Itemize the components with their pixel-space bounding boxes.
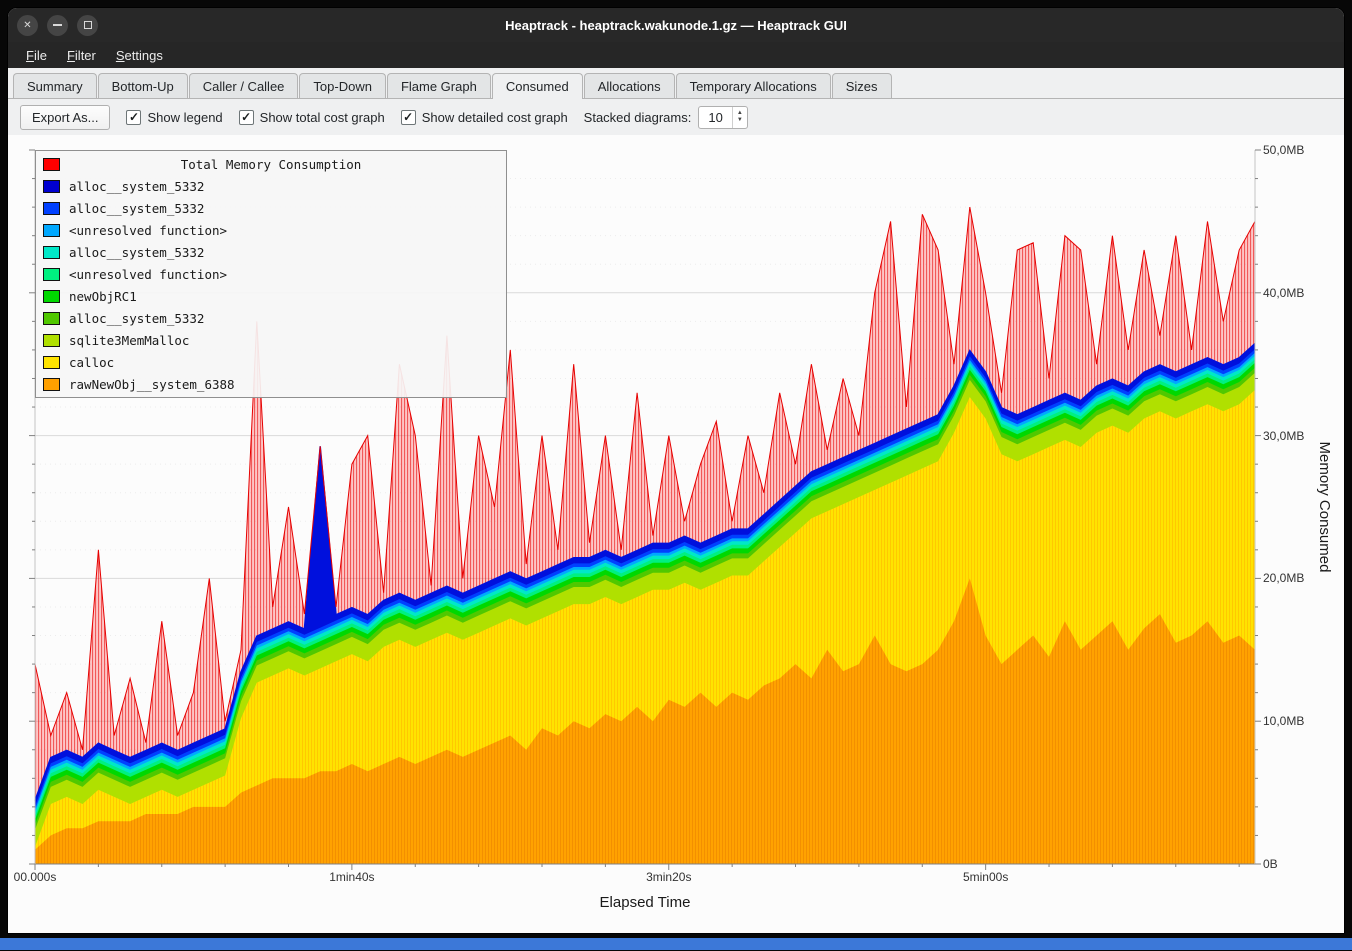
checkbox-checked-icon: ✓ <box>239 110 254 125</box>
minimize-icon <box>53 24 62 26</box>
y-tick-label: 20,0MB <box>1263 571 1304 585</box>
spin-up-icon[interactable]: ▲ <box>733 110 747 117</box>
legend-swatch <box>43 224 60 237</box>
legend-item: newObjRC1 <box>36 285 506 307</box>
checkbox-checked-icon: ✓ <box>126 110 141 125</box>
show-detailed-cost-checkbox[interactable]: ✓ Show detailed cost graph <box>401 110 568 125</box>
legend-item: alloc__system_5332 <box>36 241 506 263</box>
spin-down-icon[interactable]: ▼ <box>733 117 747 124</box>
menu-filter[interactable]: Filter <box>57 45 106 66</box>
y-tick-label: 50,0MB <box>1263 143 1304 157</box>
checkbox-label: Show legend <box>147 110 222 125</box>
x-tick-label: 1min40s <box>329 870 374 884</box>
titlebar: ✕ Heaptrack - heaptrack.wakunode.1.gz — … <box>8 8 1344 42</box>
menu-settings[interactable]: Settings <box>106 45 173 66</box>
legend-swatch <box>43 246 60 259</box>
x-tick-label: 3min20s <box>646 870 691 884</box>
tab-caller-callee[interactable]: Caller / Callee <box>189 73 299 98</box>
close-icon: ✕ <box>23 20 31 31</box>
tab-summary[interactable]: Summary <box>13 73 97 98</box>
export-as-button[interactable]: Export As... <box>20 105 110 130</box>
y-tick-label: 0B <box>1263 857 1278 871</box>
y-axis-title: Memory Consumed <box>1316 442 1333 573</box>
tab-sizes[interactable]: Sizes <box>832 73 892 98</box>
legend-swatch <box>43 180 60 193</box>
legend-swatch <box>43 312 60 325</box>
x-axis-title: Elapsed Time <box>600 894 691 911</box>
x-tick-label: 5min00s <box>963 870 1008 884</box>
legend-item: sqlite3MemMalloc <box>36 329 506 351</box>
stacked-diagrams-label: Stacked diagrams: <box>584 110 692 125</box>
legend-swatch <box>43 268 60 281</box>
maximize-icon <box>84 21 92 29</box>
checkbox-checked-icon: ✓ <box>401 110 416 125</box>
heaptrack-window: ✕ Heaptrack - heaptrack.wakunode.1.gz — … <box>8 8 1344 933</box>
bottom-strip <box>0 938 1352 950</box>
tab-top-down[interactable]: Top-Down <box>299 73 386 98</box>
legend-item: <unresolved function> <box>36 219 506 241</box>
window-title: Heaptrack - heaptrack.wakunode.1.gz — He… <box>8 18 1344 33</box>
y-tick-label: 40,0MB <box>1263 286 1304 300</box>
y-tick-label: 10,0MB <box>1263 714 1304 728</box>
y-tick-label: 30,0MB <box>1263 429 1304 443</box>
x-tick-label: 00.000s <box>14 870 57 884</box>
legend-swatch <box>43 356 60 369</box>
legend-swatch <box>43 334 60 347</box>
legend-swatch <box>43 202 60 215</box>
legend-item: rawNewObj__system_6388 <box>36 373 506 395</box>
maximize-button[interactable] <box>77 15 98 36</box>
minimize-button[interactable] <box>47 15 68 36</box>
close-button[interactable]: ✕ <box>17 15 38 36</box>
chart-legend: Total Memory Consumption alloc__system_5… <box>35 150 507 398</box>
menu-file[interactable]: File <box>16 45 57 66</box>
tab-temporary-allocations[interactable]: Temporary Allocations <box>676 73 831 98</box>
legend-item: alloc__system_5332 <box>36 175 506 197</box>
show-total-cost-checkbox[interactable]: ✓ Show total cost graph <box>239 110 385 125</box>
tab-bottom-up[interactable]: Bottom-Up <box>98 73 188 98</box>
menubar: File Filter Settings <box>8 42 1344 68</box>
legend-swatch <box>43 290 60 303</box>
tab-consumed[interactable]: Consumed <box>492 73 583 99</box>
checkbox-label: Show total cost graph <box>260 110 385 125</box>
chart-region: Total Memory Consumption alloc__system_5… <box>8 141 1344 933</box>
legend-item: <unresolved function> <box>36 263 506 285</box>
show-legend-checkbox[interactable]: ✓ Show legend <box>126 110 222 125</box>
tab-flame-graph[interactable]: Flame Graph <box>387 73 491 98</box>
legend-swatch <box>43 378 60 391</box>
checkbox-label: Show detailed cost graph <box>422 110 568 125</box>
tab-allocations[interactable]: Allocations <box>584 73 675 98</box>
spinbox-value: 10 <box>699 107 731 128</box>
toolbar: Export As... ✓ Show legend ✓ Show total … <box>8 99 1344 135</box>
stacked-diagrams-spinbox[interactable]: 10 ▲ ▼ <box>698 106 747 129</box>
legend-item: calloc <box>36 351 506 373</box>
tabbar: Summary Bottom-Up Caller / Callee Top-Do… <box>8 68 1344 99</box>
legend-item: alloc__system_5332 <box>36 197 506 219</box>
legend-title: Total Memory Consumption <box>36 157 506 172</box>
legend-title-row: Total Memory Consumption <box>36 153 506 175</box>
legend-item: alloc__system_5332 <box>36 307 506 329</box>
